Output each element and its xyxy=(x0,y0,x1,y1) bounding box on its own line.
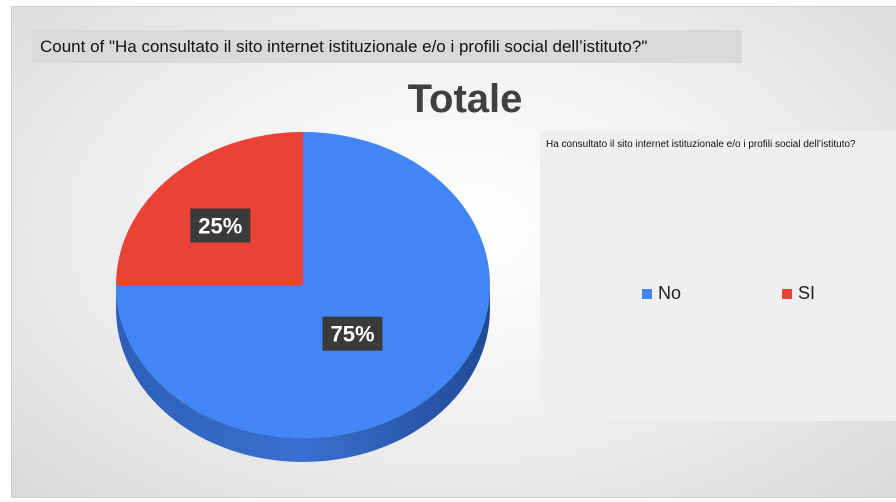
chart-frame: Count of "Ha consultato il sito internet… xyxy=(11,6,896,498)
pivot-count-title: Count of "Ha consultato il sito internet… xyxy=(32,30,742,63)
pie-chart: 75% 25% xyxy=(116,132,490,462)
legend-label-no: No xyxy=(658,283,682,303)
data-label-bg xyxy=(190,208,251,243)
pie-side xyxy=(116,285,490,462)
legend-label-si: SI xyxy=(798,283,816,303)
legend-entry-si[interactable]: SI xyxy=(782,283,815,304)
legend-swatch-no xyxy=(642,288,652,299)
data-label-bg xyxy=(322,316,383,351)
legend-title: Ha consultato il sito internet istituzio… xyxy=(546,139,856,150)
legend-entry-no[interactable]: No xyxy=(642,283,681,304)
chart-title: Totale xyxy=(407,77,523,121)
data-label-no: 75% xyxy=(330,322,374,347)
legend: Ha consultato il sito internet istituzio… xyxy=(540,131,896,421)
legend-swatch-si xyxy=(782,288,792,299)
data-label-si: 25% xyxy=(198,213,242,238)
